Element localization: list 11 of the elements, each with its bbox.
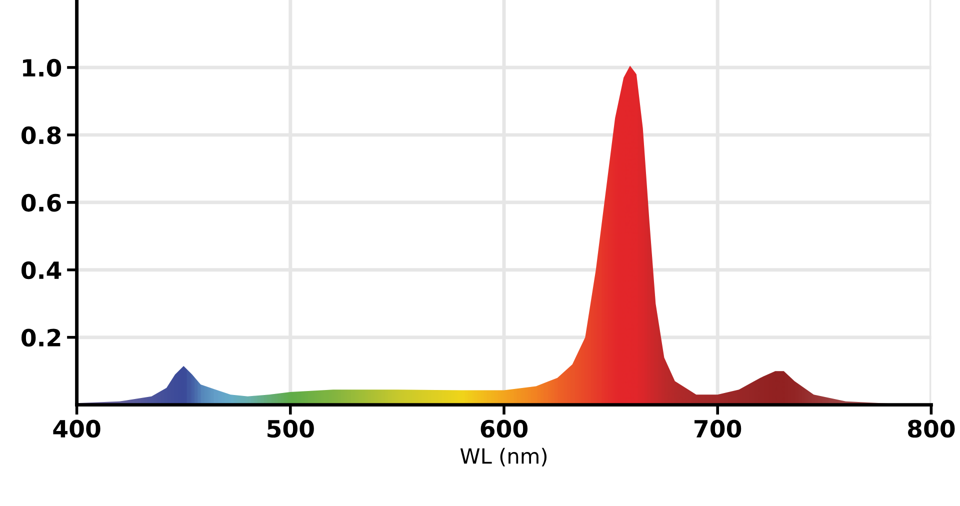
- x-tick-label: 800: [908, 420, 955, 438]
- x-tick-label: 600: [480, 420, 528, 438]
- y-tick-label: 1.0: [23, 58, 62, 77]
- x-axis-title: WL (nm): [460, 448, 546, 466]
- x-tick-label: 700: [694, 420, 742, 438]
- x-tick-label: 400: [53, 420, 100, 438]
- y-tick-label: 0.8: [22, 126, 61, 144]
- y-tick-label: 0.4: [22, 261, 62, 280]
- y-tick-label: 0.2: [22, 328, 60, 347]
- x-tick-label: 500: [268, 420, 314, 438]
- y-tick-label: 0.6: [22, 194, 61, 212]
